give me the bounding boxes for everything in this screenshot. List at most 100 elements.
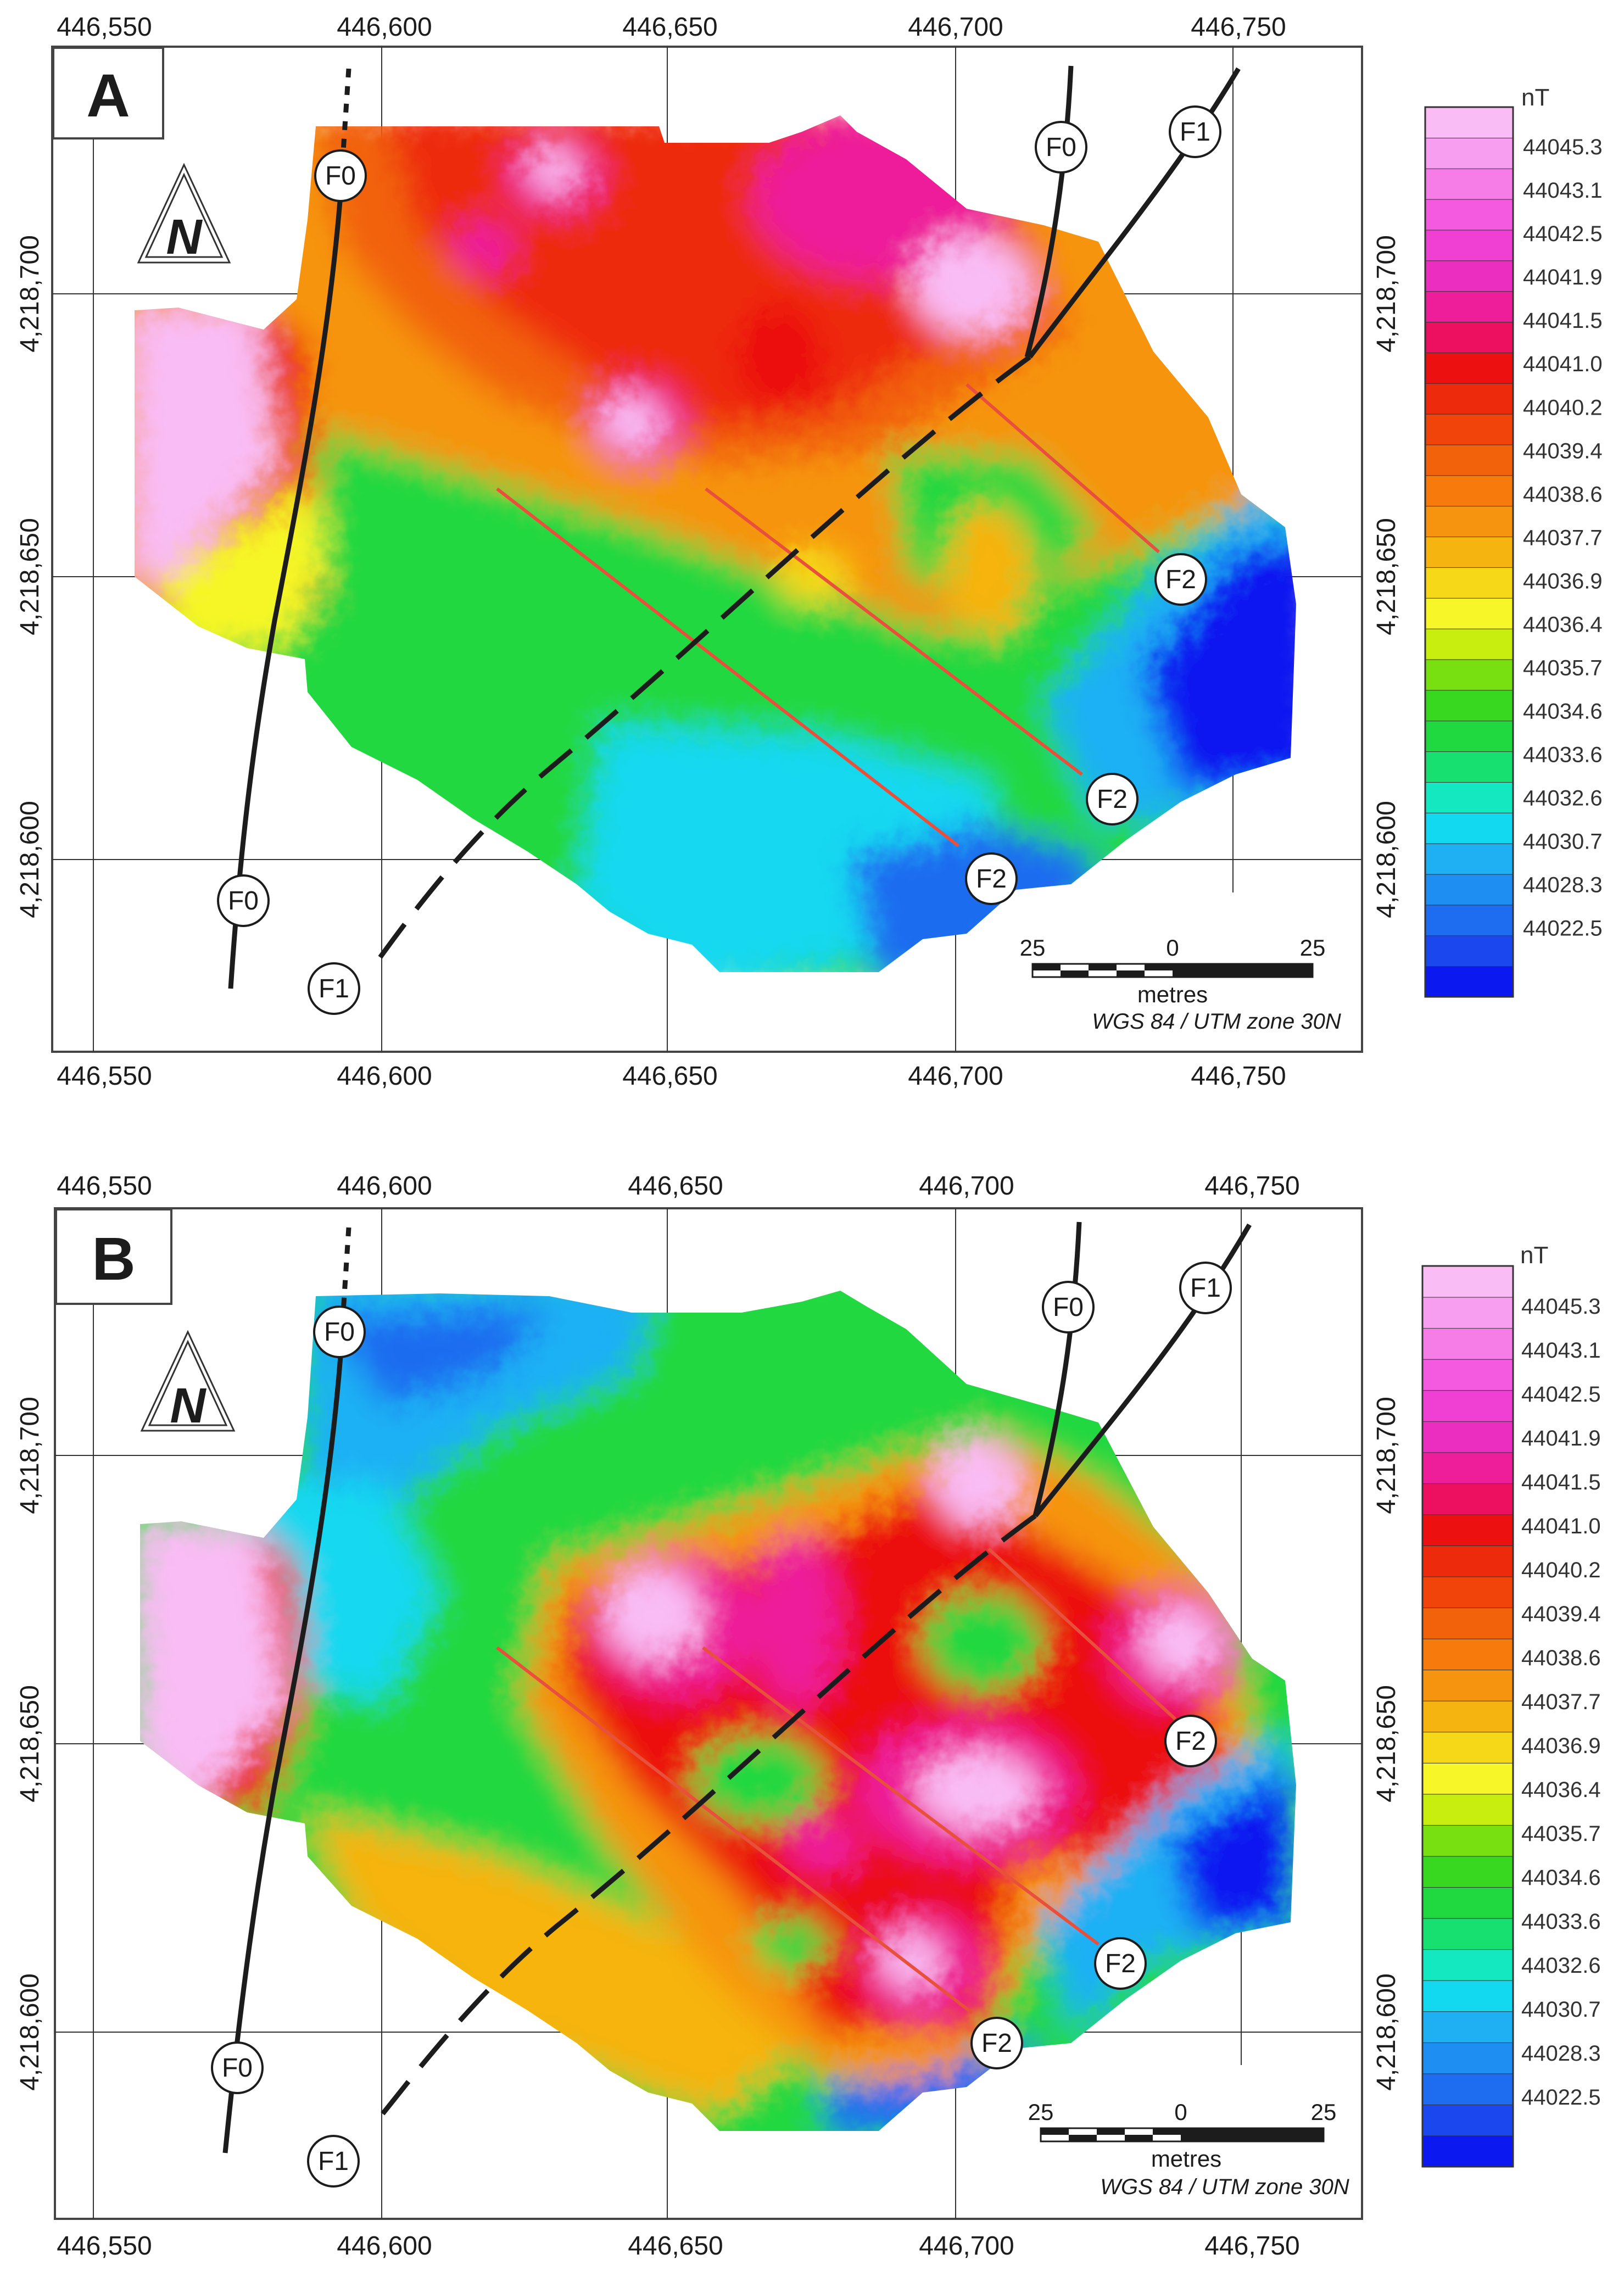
panel-label-b: B (55, 1208, 172, 1305)
scale-bar-b: 25 0 25 metres WGS 84 / UTM zone 30N (1028, 2099, 1349, 2199)
legend-swatch (1422, 1359, 1514, 1391)
legend-label: 44045.3 (1521, 1295, 1601, 1319)
legend-label: 44039.4 (1521, 1602, 1601, 1626)
svg-text:WGS 84 / UTM zone 30N: WGS 84 / UTM zone 30N (1092, 1009, 1341, 1034)
legend-swatch (1422, 1483, 1514, 1515)
legend-label: 44040.2 (1523, 395, 1603, 420)
fault-label-f1-bottom: F1 (307, 2135, 360, 2188)
svg-text:nT: nT (1521, 84, 1549, 111)
svg-text:4,218,600: 4,218,600 (15, 1973, 44, 2091)
svg-text:25: 25 (1028, 2099, 1054, 2125)
f0-fault-a (228, 65, 1074, 989)
svg-text:F1: F1 (318, 2147, 349, 2176)
legend-label: 44030.7 (1521, 1998, 1601, 2022)
svg-text:25: 25 (1020, 935, 1046, 961)
legend-label: 44043.1 (1521, 1338, 1601, 1363)
svg-text:4,218,700: 4,218,700 (15, 235, 44, 353)
legend-label: 44040.2 (1521, 1558, 1601, 1582)
svg-text:446,550: 446,550 (57, 13, 152, 42)
svg-text:B: B (92, 1225, 135, 1293)
legend-label: 44035.7 (1521, 1822, 1601, 1846)
legend-swatch (1425, 260, 1514, 292)
legend-swatch (1425, 628, 1514, 660)
svg-text:446,600: 446,600 (337, 1171, 432, 1201)
legend-swatch (1422, 1390, 1514, 1422)
svg-text:F1: F1 (1190, 1274, 1221, 1303)
svg-text:F0: F0 (325, 161, 356, 191)
legend-label: 44034.6 (1523, 699, 1603, 723)
fault-label-f0-top: F0 (313, 1305, 366, 1358)
legend-frame (1421, 1265, 1514, 2168)
legend-swatch (1425, 751, 1514, 783)
svg-text:F2: F2 (1105, 1949, 1136, 1978)
legend-swatch (1425, 689, 1514, 722)
north-arrow-icon: N (140, 1330, 236, 1433)
svg-text:446,600: 446,600 (337, 1062, 432, 1091)
fault-label-f2-c: F2 (970, 2017, 1023, 2069)
y-axis-right-b: 4,218,700 4,218,650 4,218,600 (1372, 1397, 1401, 2091)
legend-label: 44041.9 (1523, 265, 1603, 289)
svg-text:25: 25 (1300, 935, 1326, 961)
svg-text:446,750: 446,750 (1191, 1062, 1286, 1091)
svg-text:446,550: 446,550 (57, 1062, 152, 1091)
legend-label: 44028.3 (1521, 2041, 1601, 2066)
svg-text:N: N (170, 1379, 207, 1433)
svg-text:446,700: 446,700 (908, 13, 1003, 42)
legend-swatch (1422, 1980, 1514, 2012)
svg-text:nT: nT (1520, 1242, 1548, 1269)
svg-text:4,218,650: 4,218,650 (1372, 1685, 1401, 1803)
svg-text:446,750: 446,750 (1204, 2231, 1300, 2261)
legend-swatch (1422, 1825, 1514, 1857)
f2-fault-lines-a (496, 383, 1160, 847)
legend-label: 44032.6 (1523, 786, 1603, 810)
svg-text:N: N (166, 210, 203, 265)
legend-label: 44033.6 (1523, 743, 1603, 767)
legend-swatch (1425, 567, 1514, 599)
legend-swatch (1422, 2135, 1514, 2167)
legend-label: 44035.7 (1523, 656, 1603, 680)
legend-swatch (1422, 1514, 1514, 1546)
legend-label: 44036.4 (1523, 612, 1603, 637)
svg-text:446,750: 446,750 (1204, 1171, 1300, 1201)
legend-label: 44041.9 (1521, 1426, 1601, 1450)
legend-label: 44037.7 (1521, 1690, 1601, 1714)
scale-bar-a: 25 0 25 metres WGS 84 / UTM zone 30N (1020, 935, 1341, 1034)
legend-swatch (1425, 843, 1514, 875)
f2-fault-lines-b (496, 1547, 1177, 2015)
legend-label: 44032.6 (1521, 1954, 1601, 1978)
legend-label: 44042.5 (1523, 222, 1603, 246)
svg-text:446,600: 446,600 (337, 2231, 432, 2261)
legend-label: 44041.5 (1521, 1470, 1601, 1494)
north-arrow-icon: N (137, 163, 231, 265)
svg-text:F2: F2 (1175, 1727, 1206, 1756)
y-axis-right-a: 4,218,700 4,218,650 4,218,600 (1372, 235, 1401, 918)
legend-swatch (1425, 659, 1514, 691)
legend-label: 44030.7 (1523, 830, 1603, 854)
legend-label: 44041.0 (1523, 352, 1603, 376)
legend-swatch (1422, 1607, 1514, 1639)
svg-text:A: A (86, 62, 130, 130)
svg-text:446,600: 446,600 (337, 13, 432, 42)
legend-swatch (1425, 444, 1514, 476)
panel-a: F0 F0 F0 F1 F1 F2 F2 F2 A N 25 0 25 (15, 13, 1603, 1091)
legend-swatch (1425, 137, 1514, 169)
svg-text:446,650: 446,650 (628, 2231, 723, 2261)
legend-label: 44039.4 (1523, 439, 1603, 463)
legend-label: 44038.6 (1523, 482, 1603, 506)
svg-text:446,650: 446,650 (622, 1062, 718, 1091)
legend-swatch (1422, 2104, 1514, 2136)
svg-text:4,218,600: 4,218,600 (15, 801, 44, 918)
legend-swatch (1422, 1452, 1514, 1484)
svg-text:F1: F1 (1180, 118, 1210, 147)
legend-swatch (1422, 1855, 1514, 1888)
svg-text:F0: F0 (324, 1318, 355, 1347)
legend-swatch (1425, 475, 1514, 507)
legend-swatch (1422, 1793, 1514, 1826)
legend-swatch (1425, 505, 1514, 538)
legend-swatch (1422, 1918, 1514, 1950)
legend-swatch (1422, 2042, 1514, 2074)
x-axis-top-a: 446,550 446,600 446,650 446,700 446,750 (57, 13, 1286, 42)
svg-text:0: 0 (1174, 2099, 1187, 2125)
fault-label-f2-b: F2 (1086, 773, 1139, 825)
